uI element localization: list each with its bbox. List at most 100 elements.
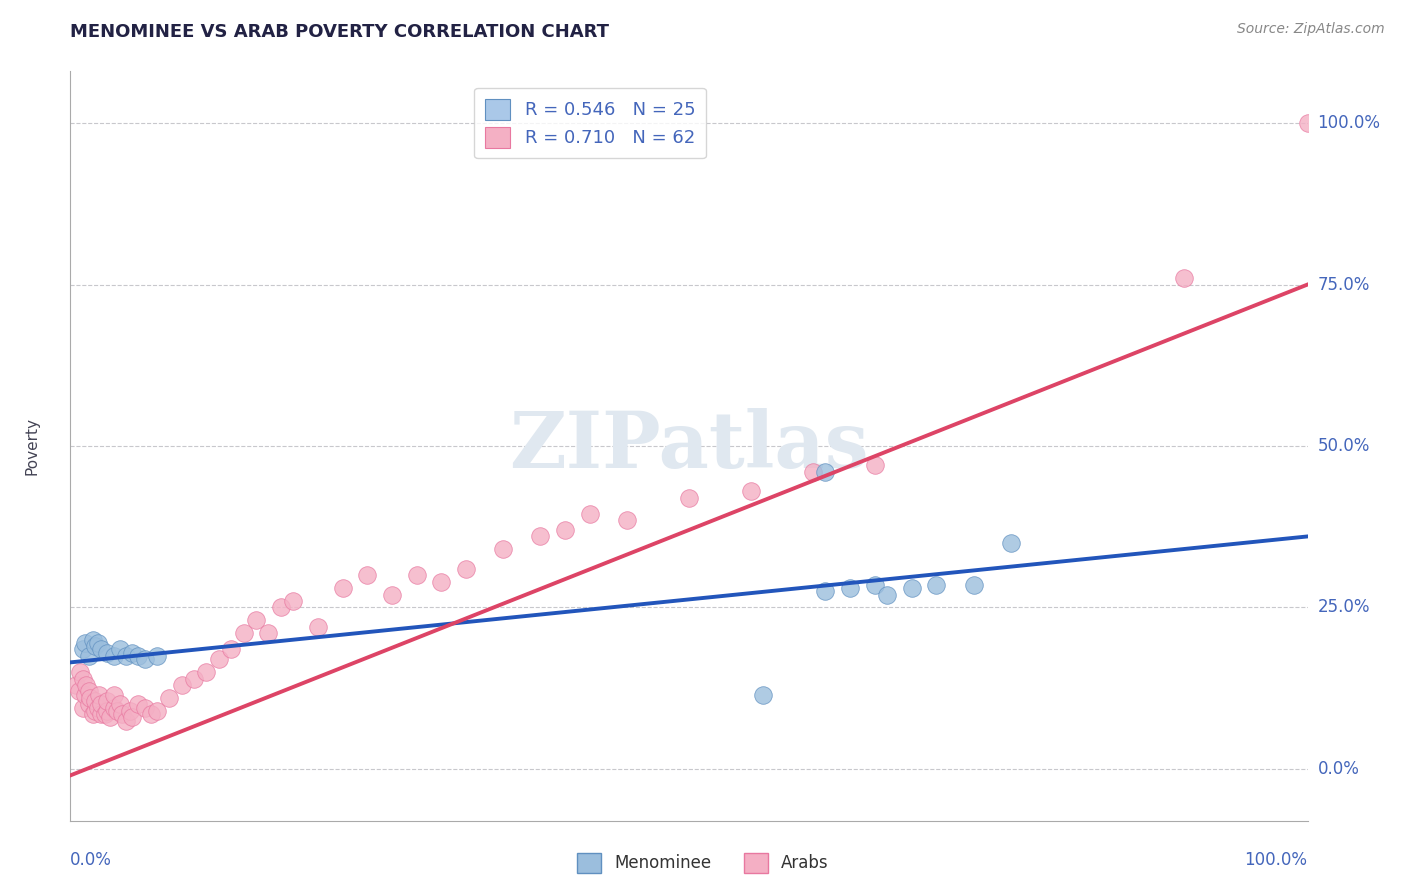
Point	[134, 652, 156, 666]
Point	[962, 578, 984, 592]
Point	[925, 578, 948, 592]
Point	[77, 698, 100, 712]
Point	[96, 694, 118, 708]
Point	[146, 704, 169, 718]
Point	[170, 678, 193, 692]
Point	[876, 588, 898, 602]
Text: ZIPatlas: ZIPatlas	[509, 408, 869, 484]
Point	[103, 648, 125, 663]
Point	[456, 562, 478, 576]
Point	[356, 568, 378, 582]
Point	[814, 465, 837, 479]
Point	[108, 642, 131, 657]
Text: Source: ZipAtlas.com: Source: ZipAtlas.com	[1237, 22, 1385, 37]
Legend: R = 0.546   N = 25, R = 0.710   N = 62: R = 0.546 N = 25, R = 0.710 N = 62	[474, 88, 706, 159]
Point	[139, 707, 162, 722]
Point	[65, 678, 87, 692]
Point	[146, 648, 169, 663]
Point	[111, 707, 134, 722]
Point	[1000, 536, 1022, 550]
Text: Poverty: Poverty	[24, 417, 39, 475]
Point	[554, 523, 576, 537]
Point	[281, 594, 304, 608]
Point	[90, 642, 112, 657]
Point	[72, 672, 94, 686]
Point	[84, 639, 107, 653]
Point	[492, 542, 515, 557]
Point	[740, 484, 762, 499]
Point	[157, 690, 180, 705]
Point	[232, 626, 254, 640]
Point	[121, 710, 143, 724]
Legend: Menominee, Arabs: Menominee, Arabs	[571, 847, 835, 880]
Point	[195, 665, 218, 679]
Point	[752, 688, 775, 702]
Point	[86, 700, 108, 714]
Point	[332, 581, 354, 595]
Point	[79, 690, 101, 705]
Point	[814, 584, 837, 599]
Point	[257, 626, 280, 640]
Text: MENOMINEE VS ARAB POVERTY CORRELATION CHART: MENOMINEE VS ARAB POVERTY CORRELATION CH…	[70, 23, 609, 41]
Point	[77, 684, 100, 698]
Point	[1296, 116, 1319, 130]
Point	[134, 700, 156, 714]
Point	[863, 578, 886, 592]
Point	[183, 672, 205, 686]
Point	[115, 714, 138, 728]
Point	[82, 632, 104, 647]
Point	[90, 707, 112, 722]
Text: 100.0%: 100.0%	[1317, 114, 1381, 132]
Point	[127, 698, 149, 712]
Point	[270, 600, 292, 615]
Point	[307, 620, 329, 634]
Text: 0.0%: 0.0%	[1317, 760, 1360, 778]
Point	[1173, 271, 1195, 285]
Point	[127, 648, 149, 663]
Point	[72, 700, 94, 714]
Point	[245, 614, 267, 628]
Point	[103, 700, 125, 714]
Point	[98, 710, 121, 724]
Point	[96, 646, 118, 660]
Point	[801, 465, 824, 479]
Text: 50.0%: 50.0%	[1317, 437, 1369, 455]
Point	[75, 688, 97, 702]
Point	[430, 574, 453, 589]
Point	[103, 688, 125, 702]
Point	[77, 648, 100, 663]
Point	[84, 704, 107, 718]
Text: 25.0%: 25.0%	[1317, 599, 1369, 616]
Point	[678, 491, 700, 505]
Text: 100.0%: 100.0%	[1244, 851, 1308, 869]
Point	[115, 648, 138, 663]
Point	[405, 568, 427, 582]
Point	[105, 704, 128, 718]
Point	[863, 458, 886, 473]
Point	[208, 652, 231, 666]
Point	[86, 636, 108, 650]
Text: 75.0%: 75.0%	[1317, 276, 1369, 293]
Point	[118, 704, 141, 718]
Point	[579, 507, 602, 521]
Point	[67, 684, 90, 698]
Point	[72, 642, 94, 657]
Point	[219, 642, 242, 657]
Point	[94, 707, 117, 722]
Point	[90, 698, 112, 712]
Point	[616, 513, 638, 527]
Text: 0.0%: 0.0%	[70, 851, 112, 869]
Point	[121, 646, 143, 660]
Point	[69, 665, 91, 679]
Point	[529, 529, 551, 543]
Point	[900, 581, 922, 595]
Point	[381, 588, 404, 602]
Point	[75, 678, 97, 692]
Point	[838, 581, 860, 595]
Point	[84, 694, 107, 708]
Point	[82, 707, 104, 722]
Point	[75, 636, 97, 650]
Point	[96, 704, 118, 718]
Point	[87, 688, 110, 702]
Point	[108, 698, 131, 712]
